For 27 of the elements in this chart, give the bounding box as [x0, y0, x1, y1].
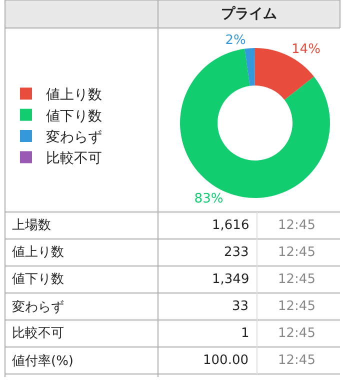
text: 12:45 — [278, 272, 316, 287]
text: 100.00 — [203, 353, 248, 368]
donut-slice — [244, 48, 255, 86]
text: 値下り数 — [12, 272, 64, 287]
text: 33 — [232, 299, 249, 314]
text: 233 — [224, 245, 249, 260]
legend-label: 変わらず — [46, 129, 102, 146]
legend-label: 比較不可 — [46, 150, 102, 167]
text: 12:45 — [278, 245, 316, 260]
text: 12:45 — [278, 353, 316, 368]
chart-title: プライム — [221, 5, 277, 22]
text: 値上り数 — [12, 245, 64, 260]
text: 1,349 — [212, 272, 250, 287]
legend-label: 値下り数 — [46, 108, 102, 124]
text: 1,616 — [212, 218, 250, 233]
text: 変わらず — [12, 299, 64, 315]
text: 比較不可 — [12, 326, 64, 341]
data-label: 2% — [225, 33, 246, 48]
text: 値付率(%) — [12, 353, 74, 369]
text: 12:45 — [278, 299, 316, 314]
data-label: 14% — [292, 42, 320, 57]
text: 12:45 — [278, 326, 316, 341]
data-label: 83% — [194, 192, 224, 207]
text: 1 — [241, 326, 250, 341]
legend-label: 値上り数 — [46, 87, 102, 104]
text: 上場数 — [12, 218, 51, 233]
text: 12:45 — [278, 218, 316, 233]
